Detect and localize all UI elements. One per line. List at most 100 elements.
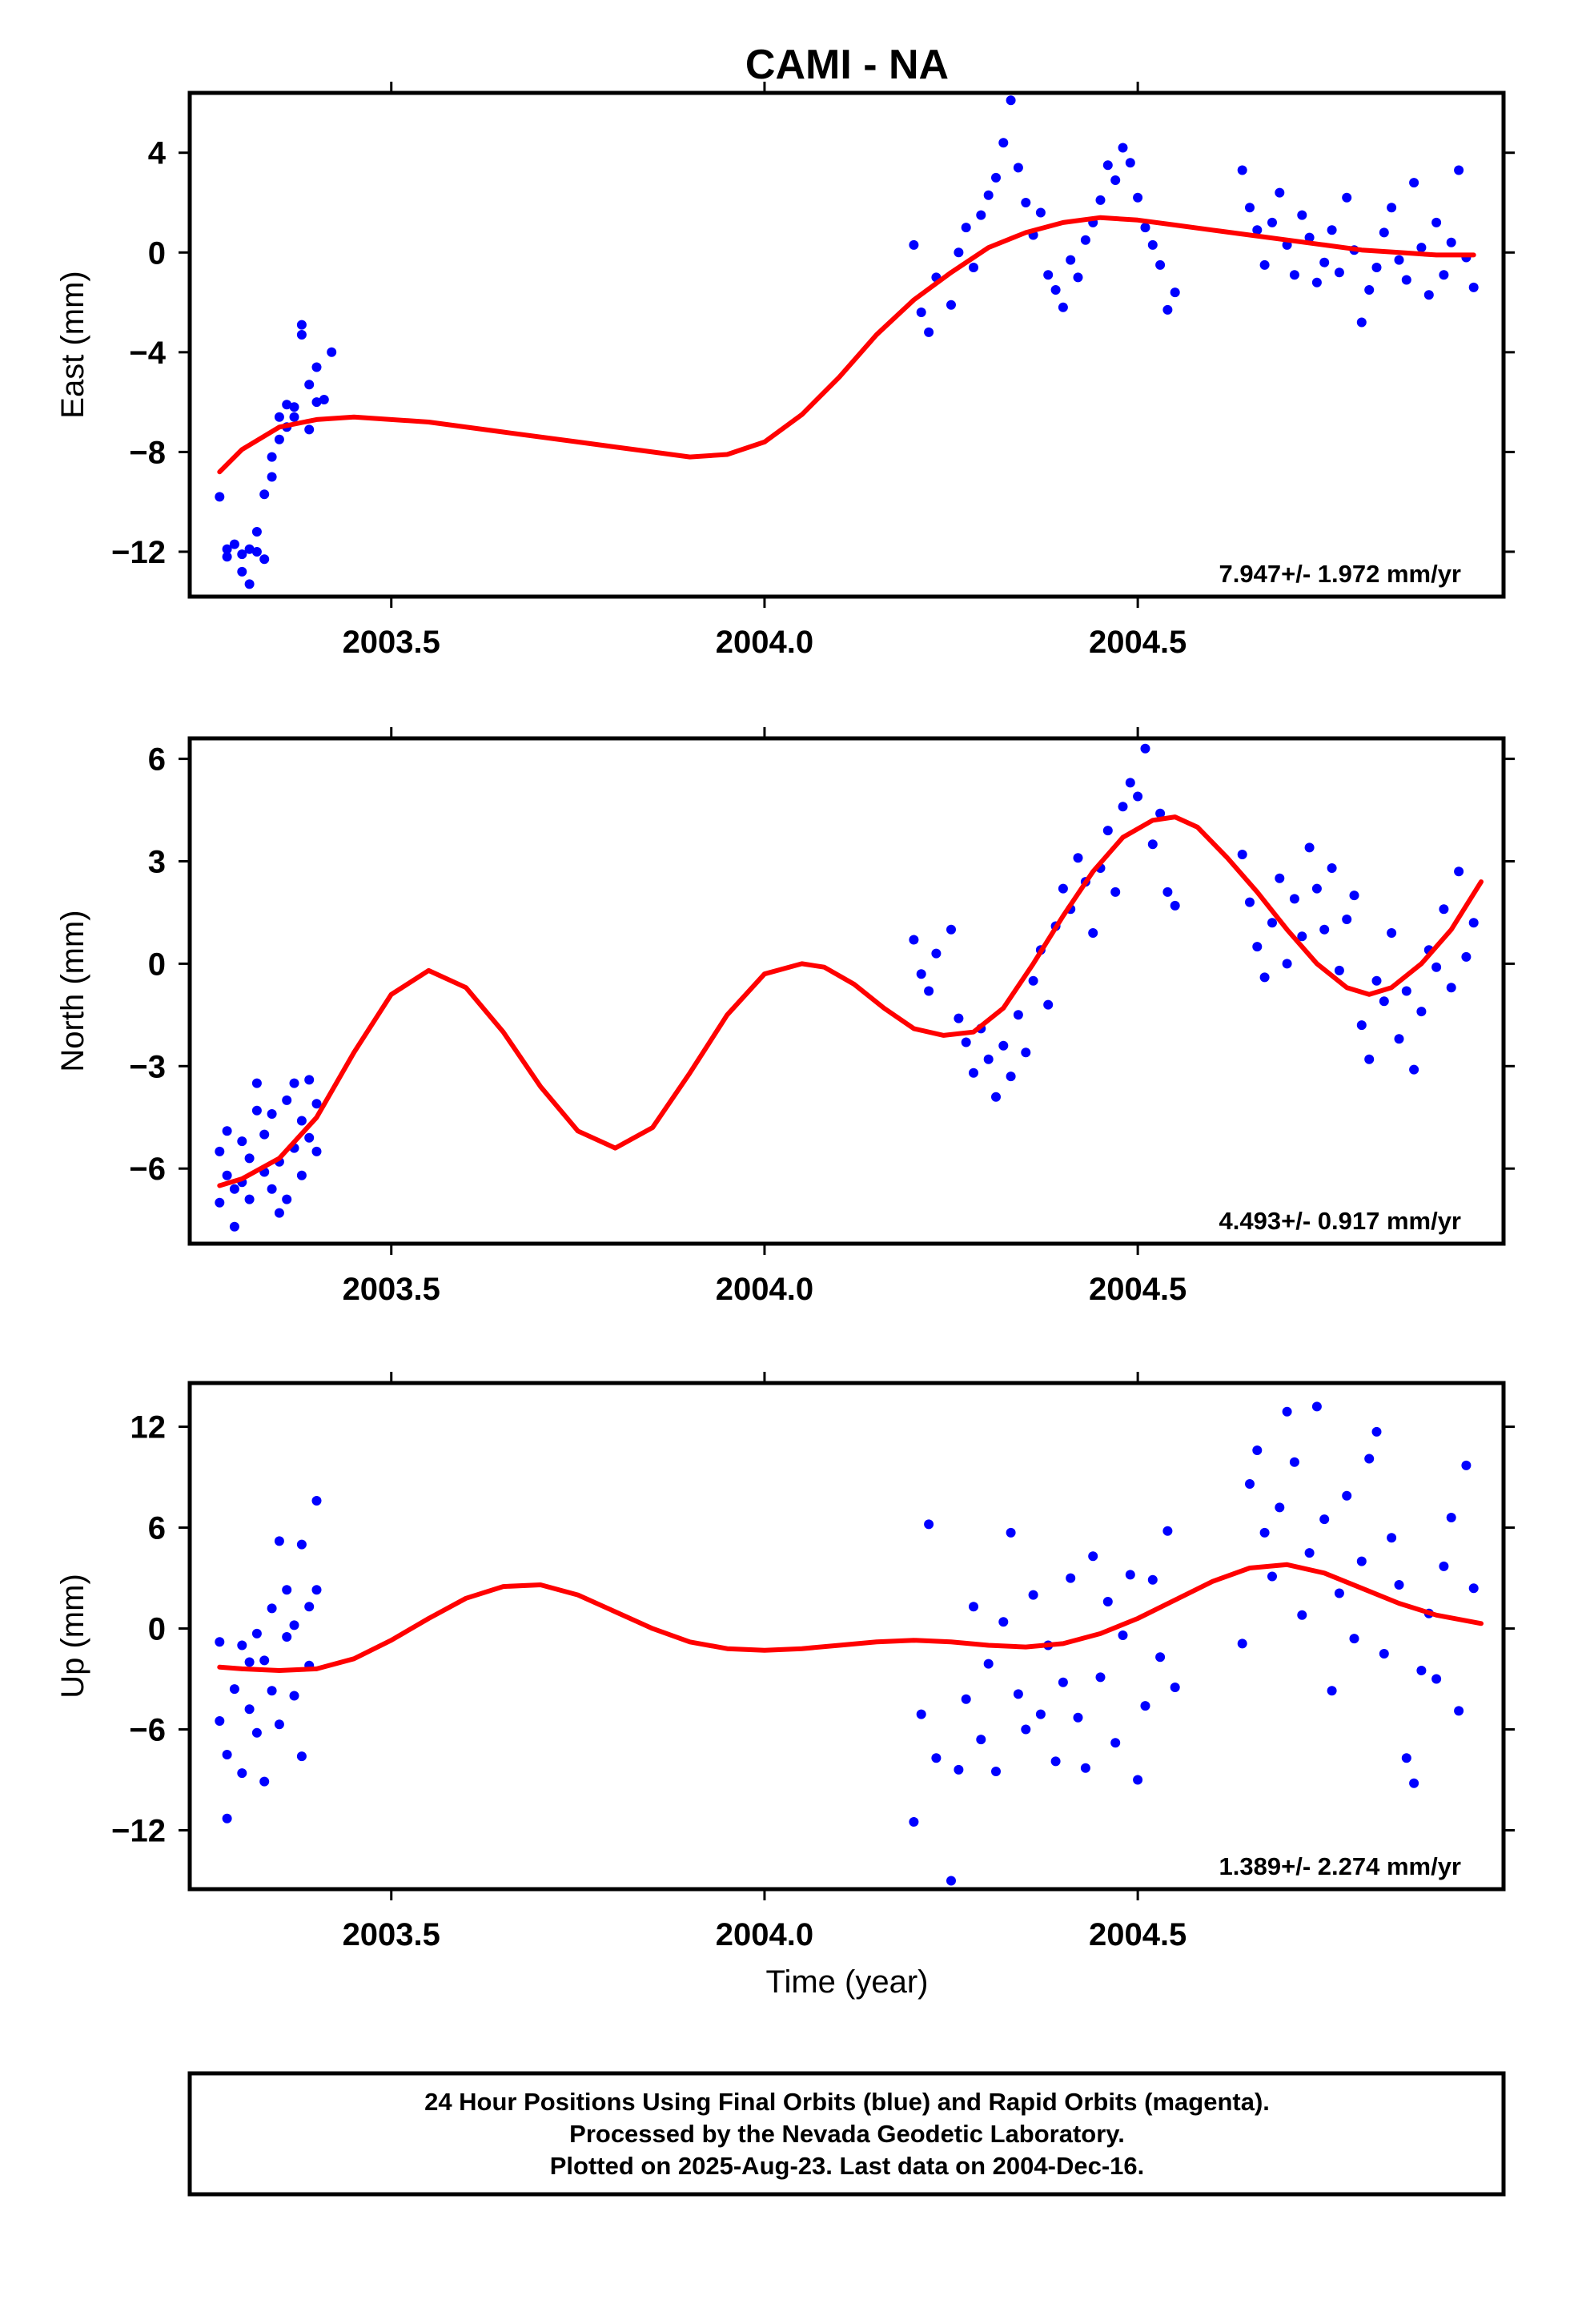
up-data-point [237, 1640, 247, 1651]
up-data-point [289, 1620, 299, 1630]
north-x-tick-label: 2004.0 [716, 1272, 813, 1307]
east-data-point [1401, 275, 1411, 285]
east-data-point [1297, 210, 1307, 220]
north-data-point [267, 1109, 277, 1119]
up-data-point [1468, 1583, 1479, 1594]
up-data-point [1342, 1490, 1352, 1501]
up-data-point [296, 1751, 307, 1762]
north-data-point [1162, 887, 1173, 897]
east-data-point [1431, 217, 1442, 227]
east-data-point [1080, 235, 1090, 245]
north-data-point [969, 1068, 978, 1078]
east-data-point [1446, 237, 1456, 247]
up-data-point [1282, 1406, 1292, 1417]
north-data-point [1118, 802, 1128, 812]
up-data-point [237, 1768, 247, 1779]
up-data-point [259, 1776, 270, 1787]
up-data-point [1155, 1652, 1166, 1663]
up-data-point [251, 1628, 262, 1638]
up-y-axis-label: Up (mm) [55, 1574, 90, 1699]
north-data-point [1416, 1007, 1427, 1017]
east-data-point [1035, 207, 1046, 218]
north-data-point [1170, 900, 1180, 911]
up-data-point [909, 1817, 919, 1827]
east-data-point [237, 566, 247, 577]
up-data-point [976, 1735, 986, 1745]
north-data-point [1237, 850, 1247, 859]
north-data-point [237, 1136, 247, 1147]
north-data-point [304, 1132, 315, 1143]
north-data-point [931, 948, 942, 959]
north-data-point [1140, 743, 1150, 754]
north-data-point [1021, 1047, 1031, 1058]
north-data-point [1252, 942, 1263, 952]
north-data-point [282, 1194, 292, 1204]
up-data-point [1334, 1588, 1344, 1598]
up-data-point [1304, 1548, 1315, 1558]
east-data-point [1125, 158, 1135, 168]
up-data-point [1066, 1573, 1076, 1583]
up-y-tick-label: 6 [148, 1511, 166, 1546]
north-data-point [1073, 853, 1083, 863]
up-data-point [222, 1813, 232, 1823]
east-data-point [1454, 165, 1464, 175]
north-data-point [289, 1078, 299, 1088]
north-data-point [1245, 897, 1255, 907]
north-data-point [1327, 863, 1337, 873]
north-data-point [1379, 996, 1389, 1007]
up-data-point [1394, 1580, 1404, 1590]
up-data-point [946, 1876, 956, 1886]
east-y-tick-label: 4 [148, 136, 167, 171]
up-data-point [983, 1659, 994, 1669]
east-data-point [1334, 267, 1344, 278]
east-data-point [1118, 143, 1128, 153]
east-data-point [296, 330, 307, 340]
up-data-point [924, 1519, 934, 1530]
up-data-point [1028, 1590, 1038, 1600]
east-data-point [1058, 302, 1068, 312]
up-data-point [244, 1657, 255, 1667]
north-data-point [222, 1126, 232, 1136]
north-data-point [1342, 915, 1352, 924]
north-data-point [1468, 918, 1479, 928]
up-data-point [1050, 1756, 1061, 1767]
north-data-point [1431, 962, 1442, 972]
x-axis-label: Time (year) [766, 1964, 929, 2000]
east-data-point [259, 489, 270, 500]
east-panel: 2003.5 2004.0 2004.5 −12 −8 −4 0 4 East (mm) 7.94… [55, 82, 1515, 660]
north-data-point [304, 1075, 315, 1085]
up-data-point [1431, 1674, 1442, 1684]
east-data-point [1364, 285, 1375, 295]
east-data-point [244, 544, 255, 554]
up-data-point [215, 1716, 225, 1726]
north-y-tick-label: 0 [148, 947, 166, 982]
north-data-point [1334, 965, 1344, 975]
north-data-point [1267, 918, 1277, 928]
east-data-point [1155, 259, 1166, 270]
east-data-point [1356, 317, 1367, 328]
up-data-point [1349, 1634, 1359, 1644]
north-data-point [909, 935, 919, 945]
up-data-point [259, 1655, 270, 1666]
up-data-point [969, 1602, 978, 1612]
east-data-point [274, 434, 284, 444]
north-data-point [961, 1037, 971, 1047]
up-data-point [1125, 1570, 1135, 1580]
east-data-point [969, 263, 978, 272]
east-data-point [1267, 217, 1277, 227]
east-data-point [1073, 272, 1083, 283]
east-data-point [909, 239, 919, 250]
east-data-point [1289, 270, 1299, 280]
east-data-point [1170, 287, 1180, 298]
up-data-point [1356, 1556, 1367, 1566]
east-x-tick-label: 2004.5 [1089, 625, 1186, 660]
up-data-point [1311, 1401, 1322, 1412]
north-data-point [1088, 928, 1098, 938]
east-data-point [1423, 290, 1434, 300]
north-data-point [1349, 891, 1359, 901]
up-data-point [267, 1686, 277, 1696]
north-x-tick-label: 2003.5 [343, 1272, 440, 1307]
north-data-point [229, 1184, 239, 1194]
up-data-point [1058, 1677, 1068, 1687]
east-data-point [954, 247, 964, 258]
